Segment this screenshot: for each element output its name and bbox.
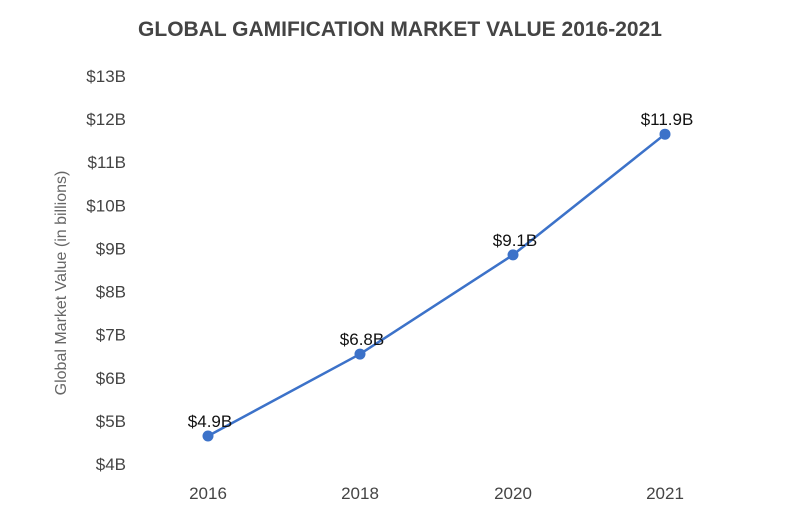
x-tick-label: 2020 xyxy=(494,484,532,503)
data-label: $11.9B xyxy=(641,110,694,129)
data-point xyxy=(507,249,519,261)
data-point xyxy=(659,128,671,140)
x-axis-ticks: 2016 2018 2020 2021 xyxy=(189,484,684,503)
x-tick-label: 2018 xyxy=(341,484,379,503)
y-tick-label: $10B xyxy=(86,196,126,215)
x-tick-label: 2016 xyxy=(189,484,227,503)
y-tick-label: $13B xyxy=(86,67,126,86)
series-line xyxy=(207,133,666,438)
y-axis-ticks: $4B $5B $6B $7B $8B $9B $10B $11B $12B $13B xyxy=(86,67,126,474)
data-labels: $4.9B $6.8B $9.1B $11.9B xyxy=(188,110,694,431)
y-tick-label: $8B xyxy=(96,283,126,302)
data-point xyxy=(202,430,214,442)
y-tick-label: $11B xyxy=(88,153,126,172)
y-tick-label: $4B xyxy=(96,455,126,474)
y-tick-label: $9B xyxy=(96,239,126,258)
data-label: $4.9B xyxy=(188,412,232,431)
y-tick-label: $7B xyxy=(96,326,126,345)
data-label: $6.8B xyxy=(340,330,384,349)
y-axis-title: Global Market Value (in billions) xyxy=(53,171,70,396)
y-tick-label: $12B xyxy=(86,110,126,129)
x-tick-label: 2021 xyxy=(646,484,684,503)
data-point xyxy=(354,348,366,360)
data-label: $9.1B xyxy=(493,231,537,250)
chart-title: GLOBAL GAMIFICATION MARKET VALUE 2016-20… xyxy=(138,18,662,41)
y-tick-label: $6B xyxy=(96,369,126,388)
y-tick-label: $5B xyxy=(96,412,126,431)
series-layer xyxy=(202,128,671,442)
